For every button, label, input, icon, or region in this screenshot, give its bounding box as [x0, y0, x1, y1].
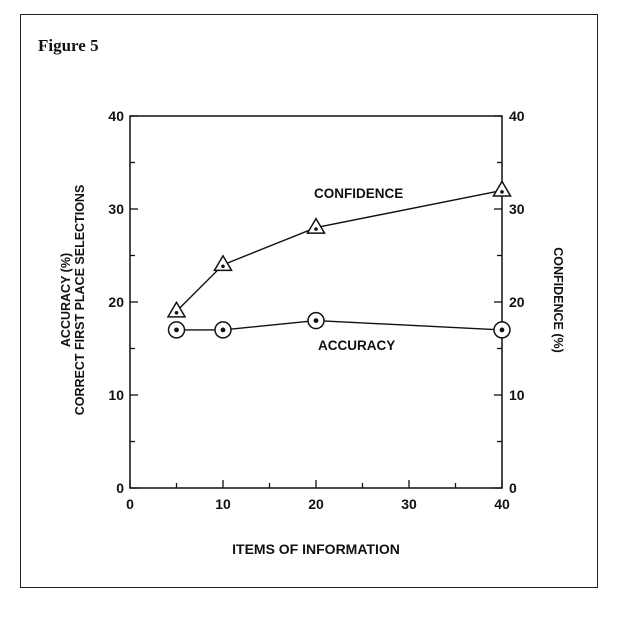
data-point-confidence	[213, 254, 233, 272]
data-point-center-accuracy	[220, 327, 226, 333]
y-right-tick-label: 10	[509, 387, 525, 403]
y-axis-label-right-text: CONFIDENCE (%)	[551, 247, 565, 353]
data-point-confidence	[306, 217, 326, 234]
x-tick-label: 20	[308, 496, 324, 512]
y-axis-label-left-line1: ACCURACY (%)	[59, 253, 73, 347]
series-label-confidence: CONFIDENCE	[314, 186, 403, 201]
series-line-confidence	[176, 189, 503, 312]
y-left-tick-label: 40	[108, 108, 124, 124]
x-axis-label: ITEMS OF INFORMATION	[232, 541, 400, 557]
y-axis-label-left-line2: CORRECT FIRST PLACE SELECTIONS	[73, 185, 87, 416]
x-tick-label: 10	[215, 496, 231, 512]
y-axis-label-right: CONFIDENCE (%)	[551, 247, 565, 353]
series-markers	[166, 179, 512, 339]
y-left-tick-label: 10	[108, 387, 124, 403]
y-left-tick-label: 0	[116, 480, 124, 496]
series-lines	[176, 189, 503, 331]
x-tick-label: 30	[401, 496, 417, 512]
data-point-center-accuracy	[313, 318, 319, 323]
data-point-center-confidence	[174, 311, 179, 315]
data-point-center-confidence	[314, 227, 318, 231]
y-right-tick-label: 40	[509, 108, 525, 124]
y-axis-label-left: ACCURACY (%) CORRECT FIRST PLACE SELECTI…	[59, 185, 87, 416]
x-tick-label: 0	[126, 496, 134, 512]
tick-marks	[129, 115, 503, 489]
y-right-tick-label: 20	[509, 294, 525, 310]
y-right-tick-label: 0	[509, 480, 517, 496]
data-point-center-confidence	[500, 190, 504, 194]
x-tick-labels: 0 10 20 30 40	[126, 496, 510, 512]
y-left-tick-labels: 0 10 20 30 40	[108, 108, 124, 496]
figure-label: Figure 5	[38, 36, 99, 55]
data-point-center-accuracy	[499, 327, 505, 333]
data-point-confidence	[166, 300, 187, 318]
y-left-tick-label: 20	[108, 294, 124, 310]
y-right-tick-label: 30	[509, 201, 525, 217]
y-left-tick-label: 30	[108, 201, 124, 217]
y-right-tick-labels: 0 10 20 30 40	[509, 108, 525, 496]
x-tick-label: 40	[494, 496, 510, 512]
series-line-accuracy	[176, 319, 503, 331]
data-point-confidence	[492, 179, 512, 197]
series-label-accuracy: ACCURACY	[318, 338, 395, 353]
data-point-center-confidence	[221, 264, 225, 269]
data-point-center-accuracy	[174, 327, 179, 333]
